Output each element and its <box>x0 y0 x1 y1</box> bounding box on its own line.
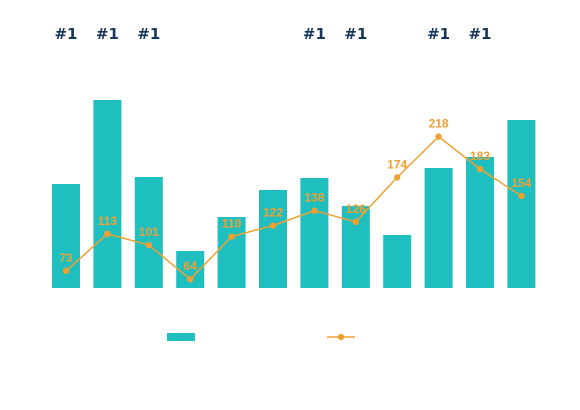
rank-label-2: #1 <box>96 25 119 43</box>
line-data-label-12: 154 <box>511 176 531 190</box>
rank-label-1: #1 <box>54 25 77 43</box>
line-data-label-6: 122 <box>263 206 283 220</box>
rank-label-11: #1 <box>468 25 491 43</box>
line-point-10 <box>435 133 442 140</box>
line-data-label-1: 73 <box>59 251 73 265</box>
bar-2 <box>93 100 122 288</box>
line-point-1 <box>62 267 70 275</box>
bar-10 <box>424 168 453 288</box>
line-point-8 <box>352 218 359 226</box>
bar-6 <box>259 190 287 288</box>
line-point-5 <box>228 233 235 240</box>
bar-9 <box>383 235 412 288</box>
line-series-path <box>65 135 522 281</box>
line-layer <box>65 135 522 281</box>
legend-bar-swatch <box>167 333 195 341</box>
rank-labels-layer: #1 #1 #1 #1 #1 #1 #1 <box>54 25 491 43</box>
line-data-label-9: 174 <box>387 157 407 171</box>
line-point-2 <box>104 230 111 238</box>
line-point-7 <box>311 207 318 214</box>
bars-layer <box>52 100 536 288</box>
line-point-6 <box>269 222 277 229</box>
line-point-11 <box>476 165 484 173</box>
rank-label-7: #1 <box>303 25 326 43</box>
line-data-label-11: 183 <box>470 149 490 163</box>
rank-label-10: #1 <box>427 25 450 43</box>
line-data-label-10: 218 <box>429 117 449 131</box>
points-layer: 73 113 101 64 110 122 138 126 174 218 183 154 <box>59 117 532 283</box>
bar-8 <box>341 206 370 288</box>
line-point-4 <box>187 276 194 283</box>
legend <box>167 333 355 341</box>
bar-7 <box>300 178 329 288</box>
rank-label-8: #1 <box>344 25 367 43</box>
line-data-label-5: 110 <box>222 217 242 231</box>
line-data-label-3: 101 <box>139 225 159 239</box>
line-data-label-8: 126 <box>346 202 366 216</box>
rank-label-3: #1 <box>137 25 160 43</box>
bar-5 <box>217 217 246 288</box>
bar-11 <box>466 157 494 288</box>
line-data-label-2: 113 <box>98 214 118 228</box>
bar-12 <box>507 120 536 288</box>
line-data-label-4: 64 <box>184 259 198 273</box>
legend-line-marker <box>337 333 345 341</box>
line-point-9 <box>394 174 401 181</box>
line-point-12 <box>518 192 525 200</box>
line-point-3 <box>145 241 152 249</box>
line-data-label-7: 138 <box>304 191 324 205</box>
bar-3 <box>134 177 163 288</box>
